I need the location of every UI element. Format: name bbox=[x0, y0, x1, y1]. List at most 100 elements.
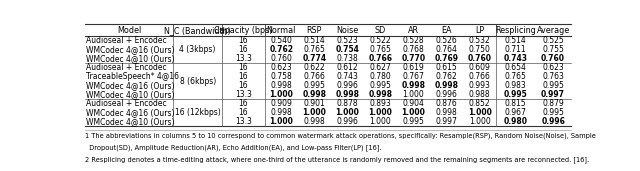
Text: AR: AR bbox=[408, 26, 419, 35]
Text: 0.967: 0.967 bbox=[505, 108, 527, 117]
Text: 13.3: 13.3 bbox=[235, 54, 252, 63]
Text: 0.609: 0.609 bbox=[469, 63, 491, 72]
Text: 8 (6kbps): 8 (6kbps) bbox=[179, 77, 216, 86]
Text: 0.995: 0.995 bbox=[403, 117, 424, 126]
Text: 0.909: 0.909 bbox=[270, 99, 292, 108]
Text: 0.523: 0.523 bbox=[337, 36, 358, 45]
Text: 16: 16 bbox=[239, 36, 248, 45]
Text: 0.528: 0.528 bbox=[403, 36, 424, 45]
Text: 0.514: 0.514 bbox=[303, 36, 325, 45]
Text: 0.627: 0.627 bbox=[370, 63, 392, 72]
Text: 0.998: 0.998 bbox=[335, 90, 360, 99]
Text: SD: SD bbox=[375, 26, 386, 35]
Text: 0.654: 0.654 bbox=[505, 63, 527, 72]
Text: 0.612: 0.612 bbox=[337, 63, 358, 72]
Text: WMCodec 4@16 (Ours): WMCodec 4@16 (Ours) bbox=[86, 45, 175, 54]
Text: 0.904: 0.904 bbox=[403, 99, 424, 108]
Text: 0.754: 0.754 bbox=[335, 45, 359, 54]
Text: 0.743: 0.743 bbox=[337, 72, 358, 81]
Text: 0.766: 0.766 bbox=[369, 54, 392, 63]
Text: 4 (3kbps): 4 (3kbps) bbox=[179, 45, 216, 54]
Text: 16: 16 bbox=[239, 72, 248, 81]
Text: Audioseal + Encodec: Audioseal + Encodec bbox=[86, 63, 167, 72]
Text: Audioseal + Encodec: Audioseal + Encodec bbox=[86, 36, 167, 45]
Text: 0.780: 0.780 bbox=[370, 72, 392, 81]
Text: Resplicing: Resplicing bbox=[495, 26, 536, 35]
Text: WMCodec 4@16 (Ours): WMCodec 4@16 (Ours) bbox=[86, 81, 175, 90]
Text: 0.988: 0.988 bbox=[469, 90, 491, 99]
Text: 0.615: 0.615 bbox=[436, 63, 458, 72]
Text: 0.526: 0.526 bbox=[436, 36, 458, 45]
Text: Normal: Normal bbox=[266, 26, 296, 35]
Text: 0.998: 0.998 bbox=[303, 117, 325, 126]
Text: 0.980: 0.980 bbox=[504, 117, 528, 126]
Text: Audioseal + Encodec: Audioseal + Encodec bbox=[86, 99, 167, 108]
Text: 0.619: 0.619 bbox=[403, 63, 424, 72]
Text: 0.764: 0.764 bbox=[436, 45, 458, 54]
Text: 0.766: 0.766 bbox=[469, 72, 491, 81]
Text: 13.3: 13.3 bbox=[235, 90, 252, 99]
Text: 0.755: 0.755 bbox=[542, 45, 564, 54]
Text: 0.893: 0.893 bbox=[370, 99, 392, 108]
Text: 0.901: 0.901 bbox=[303, 99, 325, 108]
Text: WMCodec 4@16 (Ours): WMCodec 4@16 (Ours) bbox=[86, 108, 175, 117]
Text: 1.000: 1.000 bbox=[468, 108, 492, 117]
Text: 0.750: 0.750 bbox=[469, 45, 491, 54]
Text: 0.770: 0.770 bbox=[401, 54, 426, 63]
Text: 0.738: 0.738 bbox=[337, 54, 358, 63]
Text: 0.623: 0.623 bbox=[270, 63, 292, 72]
Text: 0.532: 0.532 bbox=[469, 36, 491, 45]
Text: 0.998: 0.998 bbox=[302, 90, 326, 99]
Text: 0.758: 0.758 bbox=[270, 72, 292, 81]
Text: 1.000: 1.000 bbox=[402, 108, 426, 117]
Text: 0.852: 0.852 bbox=[469, 99, 491, 108]
Text: 0.760: 0.760 bbox=[468, 54, 492, 63]
Text: 0.514: 0.514 bbox=[505, 36, 527, 45]
Text: 0.997: 0.997 bbox=[541, 90, 565, 99]
Text: 0.762: 0.762 bbox=[269, 45, 293, 54]
Text: 0.997: 0.997 bbox=[436, 117, 458, 126]
Text: 0.760: 0.760 bbox=[270, 54, 292, 63]
Text: 0.815: 0.815 bbox=[505, 99, 527, 108]
Text: WMCodec 4@10 (Ours): WMCodec 4@10 (Ours) bbox=[86, 54, 175, 63]
Text: 0.522: 0.522 bbox=[370, 36, 391, 45]
Text: TraceableSpeech* 4@16: TraceableSpeech* 4@16 bbox=[86, 72, 179, 81]
Text: 0.525: 0.525 bbox=[542, 36, 564, 45]
Text: 0.998: 0.998 bbox=[270, 108, 292, 117]
Text: 0.879: 0.879 bbox=[542, 99, 564, 108]
Text: 0.993: 0.993 bbox=[469, 81, 491, 90]
Text: 1.000: 1.000 bbox=[269, 117, 293, 126]
Text: 0.743: 0.743 bbox=[504, 54, 528, 63]
Text: 0.983: 0.983 bbox=[505, 81, 527, 90]
Text: N_C (Bandwidth): N_C (Bandwidth) bbox=[164, 26, 231, 35]
Text: 0.763: 0.763 bbox=[542, 72, 564, 81]
Text: 0.996: 0.996 bbox=[541, 117, 565, 126]
Text: 0.622: 0.622 bbox=[303, 63, 325, 72]
Text: 13.3: 13.3 bbox=[235, 117, 252, 126]
Text: 0.996: 0.996 bbox=[436, 90, 458, 99]
Text: 0.996: 0.996 bbox=[337, 117, 358, 126]
Text: 16: 16 bbox=[239, 108, 248, 117]
Text: 0.998: 0.998 bbox=[436, 108, 458, 117]
Text: 0.998: 0.998 bbox=[270, 81, 292, 90]
Text: 1.000: 1.000 bbox=[335, 108, 359, 117]
Text: 1.000: 1.000 bbox=[370, 117, 392, 126]
Text: 1.000: 1.000 bbox=[403, 90, 424, 99]
Text: 0.876: 0.876 bbox=[436, 99, 458, 108]
Text: Average: Average bbox=[536, 26, 570, 35]
Text: 0.623: 0.623 bbox=[542, 63, 564, 72]
Text: 0.767: 0.767 bbox=[403, 72, 424, 81]
Text: 0.711: 0.711 bbox=[505, 45, 527, 54]
Text: 16: 16 bbox=[239, 63, 248, 72]
Text: 0.998: 0.998 bbox=[401, 81, 426, 90]
Text: 16: 16 bbox=[239, 99, 248, 108]
Text: 0.765: 0.765 bbox=[369, 45, 392, 54]
Text: 1.000: 1.000 bbox=[269, 90, 293, 99]
Text: Dropout(SD), Amplitude Reduction(AR), Echo Addition(EA), and Low-pass Filter(LP): Dropout(SD), Amplitude Reduction(AR), Ec… bbox=[85, 144, 381, 151]
Text: 0.774: 0.774 bbox=[302, 54, 326, 63]
Text: Noise: Noise bbox=[336, 26, 358, 35]
Text: 0.766: 0.766 bbox=[303, 72, 325, 81]
Text: 0.995: 0.995 bbox=[504, 90, 527, 99]
Text: 0.760: 0.760 bbox=[541, 54, 565, 63]
Text: 1 The abbreviations in columns 5 to 10 correspond to common watermark attack ope: 1 The abbreviations in columns 5 to 10 c… bbox=[85, 133, 596, 139]
